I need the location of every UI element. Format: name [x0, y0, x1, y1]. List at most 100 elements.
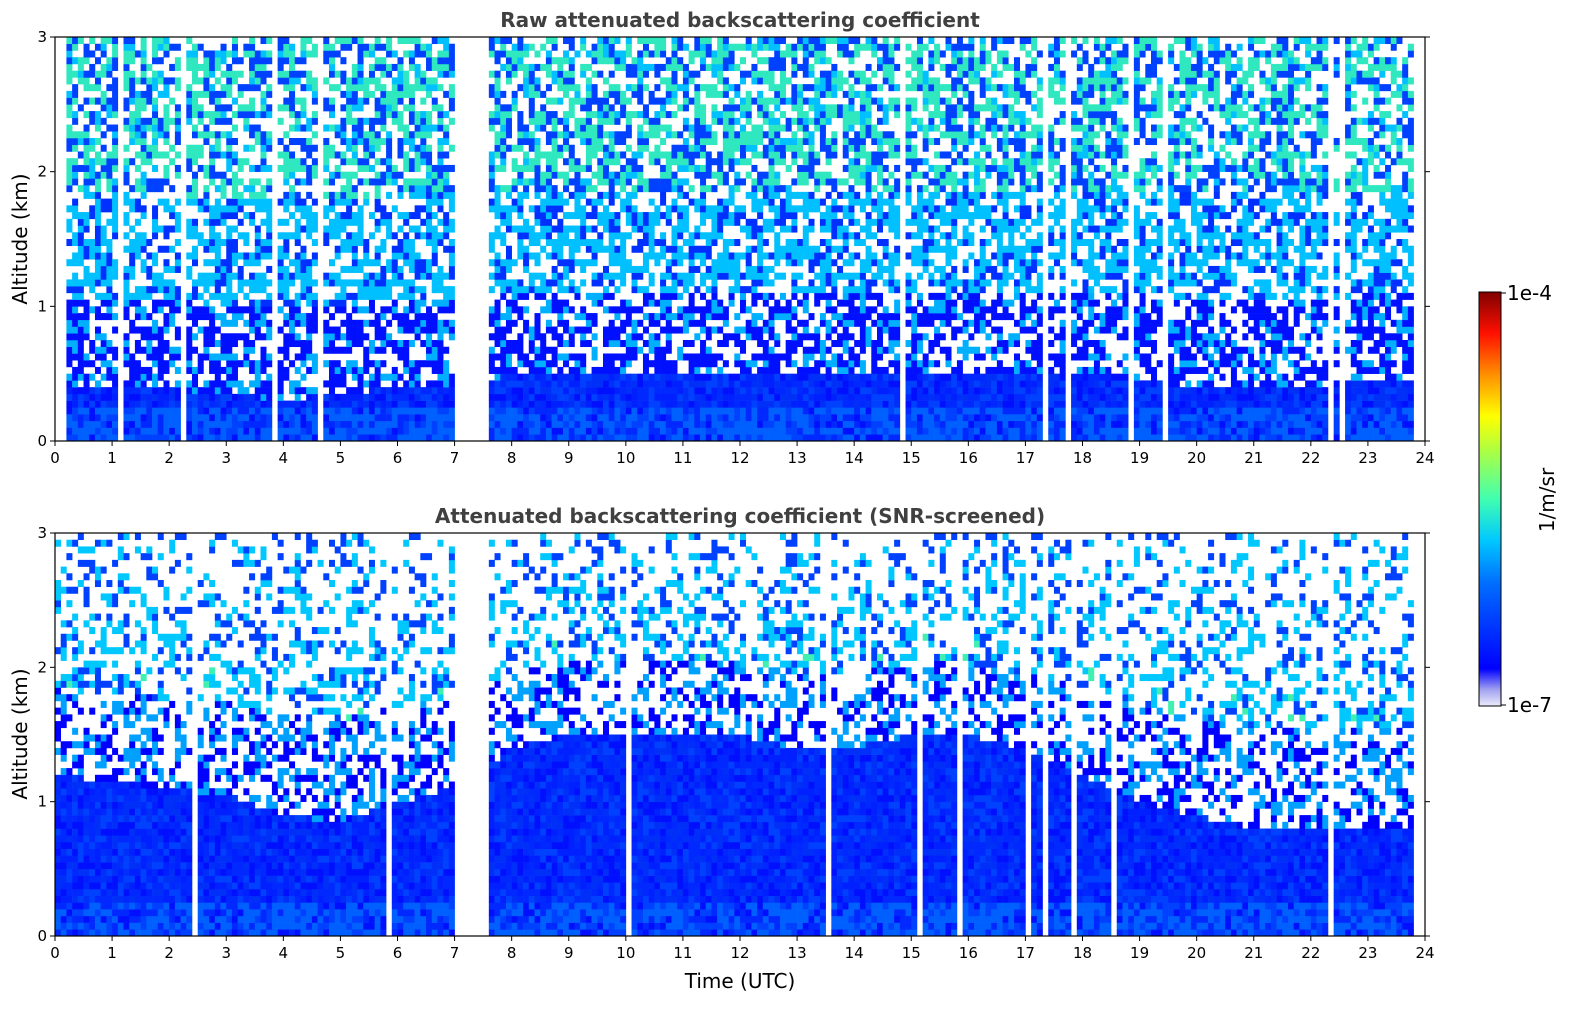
heatmap-cell: [625, 346, 632, 354]
heatmap-cell: [694, 111, 701, 119]
heatmap-cell: [734, 265, 741, 273]
heatmap-cell: [568, 151, 575, 159]
heatmap-cell: [391, 414, 398, 422]
heatmap-cell: [580, 138, 587, 146]
heatmap-cell: [311, 326, 318, 334]
heatmap-cell: [334, 292, 341, 300]
heatmap-cell: [72, 178, 79, 186]
heatmap-cell: [545, 138, 552, 146]
heatmap-cell: [523, 420, 530, 428]
heatmap-cell: [306, 286, 313, 294]
heatmap-cell: [243, 360, 250, 368]
heatmap-cell: [574, 191, 581, 199]
heatmap-cell: [614, 90, 621, 98]
heatmap-cell: [237, 420, 244, 428]
heatmap-cell: [209, 232, 216, 240]
heatmap-cell: [408, 265, 415, 273]
heatmap-cell: [77, 164, 84, 172]
heatmap-cell: [654, 319, 661, 327]
heatmap-cell: [785, 340, 792, 348]
heatmap-cell: [391, 245, 398, 253]
heatmap-cell: [431, 198, 438, 206]
heatmap-cell: [585, 225, 592, 233]
heatmap-cell: [551, 70, 558, 78]
heatmap-cell: [654, 63, 661, 71]
heatmap-cell: [574, 84, 581, 92]
heatmap-cell: [220, 414, 227, 422]
heatmap-cell: [209, 387, 216, 395]
heatmap-cell: [283, 191, 290, 199]
heatmap-cell: [717, 117, 724, 125]
heatmap-cell: [231, 427, 238, 435]
heatmap-cell: [169, 117, 176, 125]
heatmap-cell: [368, 272, 375, 280]
heatmap-cell: [77, 427, 84, 435]
heatmap-cell: [289, 232, 296, 240]
heatmap-cell: [511, 225, 518, 233]
heatmap-cell: [505, 407, 512, 415]
heatmap-cell: [694, 70, 701, 78]
heatmap-cell: [357, 265, 364, 273]
heatmap-cell: [614, 340, 621, 348]
heatmap-cell: [283, 420, 290, 428]
heatmap-cell: [283, 97, 290, 105]
heatmap-cell: [294, 313, 301, 321]
heatmap-cell: [705, 353, 712, 361]
heatmap-cell: [197, 393, 204, 401]
heatmap-cell: [426, 57, 433, 65]
heatmap-cell: [437, 346, 444, 354]
heatmap-cell: [357, 84, 364, 92]
heatmap-cell: [505, 353, 512, 361]
heatmap-cell: [209, 333, 216, 341]
heatmap-cell: [591, 366, 598, 374]
heatmap-cell: [585, 77, 592, 85]
heatmap-cell: [408, 414, 415, 422]
heatmap-cell: [426, 265, 433, 273]
heatmap-cell: [700, 185, 707, 193]
heatmap-cell: [89, 37, 96, 45]
heatmap-cell: [226, 279, 233, 287]
heatmap-cell: [100, 279, 107, 287]
heatmap-cell: [500, 333, 507, 341]
heatmap-cell: [203, 111, 210, 119]
heatmap-cell: [757, 90, 764, 98]
heatmap-cell: [728, 393, 735, 401]
heatmap-cell: [545, 151, 552, 159]
heatmap-cell: [797, 366, 804, 374]
heatmap-cell: [591, 252, 598, 260]
heatmap-cell: [294, 259, 301, 267]
heatmap-cell: [243, 340, 250, 348]
heatmap-cell: [340, 171, 347, 179]
heatmap-cell: [66, 286, 73, 294]
heatmap-cell: [72, 420, 79, 428]
heatmap-cell: [214, 313, 221, 321]
heatmap-cell: [72, 326, 79, 334]
heatmap-cell: [665, 319, 672, 327]
heatmap-cell: [797, 319, 804, 327]
heatmap-cell: [294, 420, 301, 428]
heatmap-cell: [346, 434, 353, 442]
heatmap-cell: [163, 50, 170, 58]
heatmap-cell: [608, 373, 615, 381]
heatmap-cell: [717, 340, 724, 348]
heatmap-cell: [89, 414, 96, 422]
heatmap-cell: [540, 393, 547, 401]
heatmap-cell: [408, 380, 415, 388]
heatmap-cell: [757, 171, 764, 179]
heatmap-cell: [72, 70, 79, 78]
heatmap-cell: [380, 212, 387, 220]
heatmap-cell: [163, 313, 170, 321]
heatmap-cell: [197, 198, 204, 206]
heatmap-cell: [557, 198, 564, 206]
heatmap-cell: [72, 205, 79, 213]
heatmap-cell: [631, 212, 638, 220]
heatmap-cell: [534, 259, 541, 267]
heatmap-cell: [523, 434, 530, 442]
heatmap-cell: [682, 63, 689, 71]
heatmap-cell: [768, 346, 775, 354]
heatmap-cell: [711, 84, 718, 92]
heatmap-cell: [597, 104, 604, 112]
heatmap-cell: [620, 414, 627, 422]
heatmap-cell: [528, 70, 535, 78]
